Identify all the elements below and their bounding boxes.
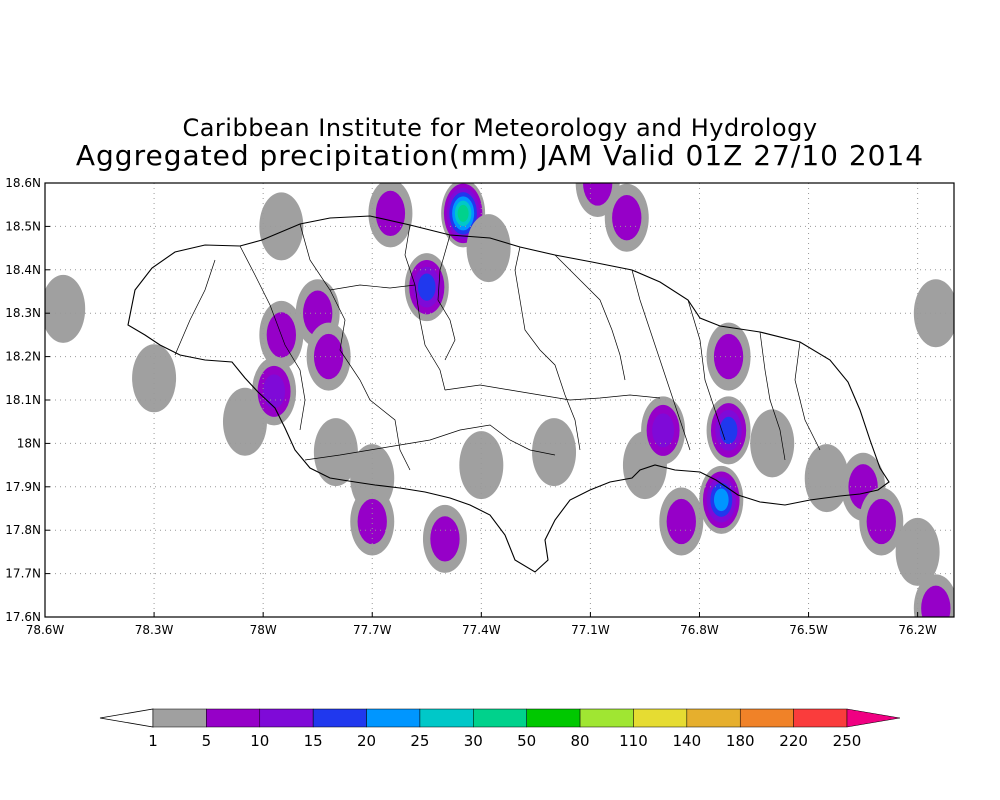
y-tick-label: 18N bbox=[17, 436, 41, 450]
precip-cell-22 bbox=[666, 498, 696, 545]
colorbar-swatch bbox=[686, 708, 741, 728]
colorbar-label: 10 bbox=[250, 732, 269, 750]
x-tick-label: 76.2W bbox=[898, 623, 937, 637]
precip-cell-19 bbox=[612, 195, 642, 241]
map-subtitle: Aggregated precipitation(mm) JAM Valid 0… bbox=[75, 139, 925, 172]
colorbar-label: 15 bbox=[304, 732, 323, 750]
colorbar-high-arrow bbox=[846, 708, 901, 728]
colorbar-label: 50 bbox=[517, 732, 536, 750]
colorbar-label: 250 bbox=[833, 732, 862, 750]
precip-cell-24 bbox=[713, 333, 744, 380]
colorbar-label: 140 bbox=[673, 732, 702, 750]
plot-area bbox=[45, 183, 954, 617]
x-tick-label: 76.8W bbox=[680, 623, 719, 637]
jamaica-coastline bbox=[127, 215, 890, 573]
precip-cell-10 bbox=[457, 204, 469, 222]
precip-cell-25 bbox=[713, 488, 729, 512]
precip-cell-5 bbox=[263, 374, 286, 409]
colorbar-swatch bbox=[206, 708, 261, 728]
y-tick-label: 18.1N bbox=[5, 393, 41, 407]
colorbar-swatch bbox=[312, 708, 367, 728]
colorbar: 1 5 10 15 20 25 30 50 80 110 140 180 220 250 bbox=[99, 708, 901, 750]
colorbar-swatch bbox=[793, 708, 848, 728]
axis-ticks: 78.6W 78.3W 78W 77.7W 77.4W 77.1W 76.8W 76.5W 76… bbox=[5, 176, 937, 637]
precip-cell-21 bbox=[652, 413, 675, 448]
colorbar-swatch bbox=[526, 708, 581, 728]
colorbar-swatch bbox=[152, 708, 207, 728]
x-tick-label: 78.6W bbox=[26, 623, 65, 637]
x-tick-label: 78W bbox=[250, 623, 277, 637]
parish-boundary bbox=[174, 223, 821, 471]
jamaica-outline bbox=[127, 215, 890, 573]
precip-cell-7 bbox=[313, 333, 344, 380]
y-tick-label: 18.6N bbox=[5, 176, 41, 190]
precip-cell-12 bbox=[313, 418, 358, 487]
colorbar-label: 110 bbox=[619, 732, 648, 750]
colorbar-swatch bbox=[579, 708, 634, 728]
colorbar-label: 220 bbox=[779, 732, 808, 750]
colorbar-label: 80 bbox=[571, 732, 590, 750]
colorbar-label: 25 bbox=[410, 732, 429, 750]
x-tick-label: 77.7W bbox=[353, 623, 392, 637]
precip-cell-26 bbox=[750, 409, 795, 478]
y-tick-label: 17.9N bbox=[5, 480, 41, 494]
y-tick-label: 18.3N bbox=[5, 306, 41, 320]
precip-cell-31 bbox=[921, 585, 951, 617]
colorbar-swatch bbox=[366, 708, 421, 728]
colorbar-swatch bbox=[633, 708, 688, 728]
colorbar-swatch bbox=[419, 708, 474, 728]
precip-cell-30 bbox=[913, 279, 954, 348]
y-tick-label: 17.7N bbox=[5, 567, 41, 581]
precip-cell-0 bbox=[45, 274, 86, 343]
y-tick-label: 17.6N bbox=[5, 610, 41, 624]
colorbar-label: 1 bbox=[148, 732, 158, 750]
precip-cell-29 bbox=[866, 498, 896, 545]
precip-cell-27 bbox=[804, 444, 849, 513]
y-tick-label: 17.8N bbox=[5, 523, 41, 537]
precip-cell-17 bbox=[532, 418, 577, 487]
y-tick-label: 18.4N bbox=[5, 263, 41, 277]
x-tick-label: 77.4W bbox=[462, 623, 501, 637]
precip-cell-8 bbox=[375, 190, 406, 237]
precip-cell-15 bbox=[430, 516, 460, 562]
colorbar-label: 20 bbox=[357, 732, 376, 750]
precip-cell-16 bbox=[459, 431, 504, 500]
colorbar-swatch bbox=[473, 708, 527, 728]
colorbar-label: 5 bbox=[202, 732, 212, 750]
x-tick-label: 76.5W bbox=[789, 623, 828, 637]
precipitation-layer bbox=[45, 183, 954, 617]
precip-cell-9 bbox=[417, 273, 436, 301]
precip-cell-32 bbox=[895, 517, 940, 586]
y-tick-label: 18.5N bbox=[5, 219, 41, 233]
map-title: Caribbean Institute for Meteorology and … bbox=[182, 114, 818, 142]
precip-cell-3 bbox=[259, 192, 304, 261]
colorbar-swatch bbox=[739, 708, 794, 728]
colorbar-label: 180 bbox=[726, 732, 755, 750]
colorbar-swatch bbox=[259, 708, 314, 728]
x-tick-label: 77.1W bbox=[571, 623, 610, 637]
x-tick-label: 78.3W bbox=[135, 623, 174, 637]
precip-cell-14 bbox=[357, 498, 387, 545]
precip-cell-23 bbox=[719, 416, 738, 444]
y-tick-label: 18.2N bbox=[5, 350, 41, 364]
precip-cell-11 bbox=[466, 214, 511, 283]
colorbar-low-arrow bbox=[99, 708, 154, 728]
colorbar-label: 30 bbox=[464, 732, 483, 750]
